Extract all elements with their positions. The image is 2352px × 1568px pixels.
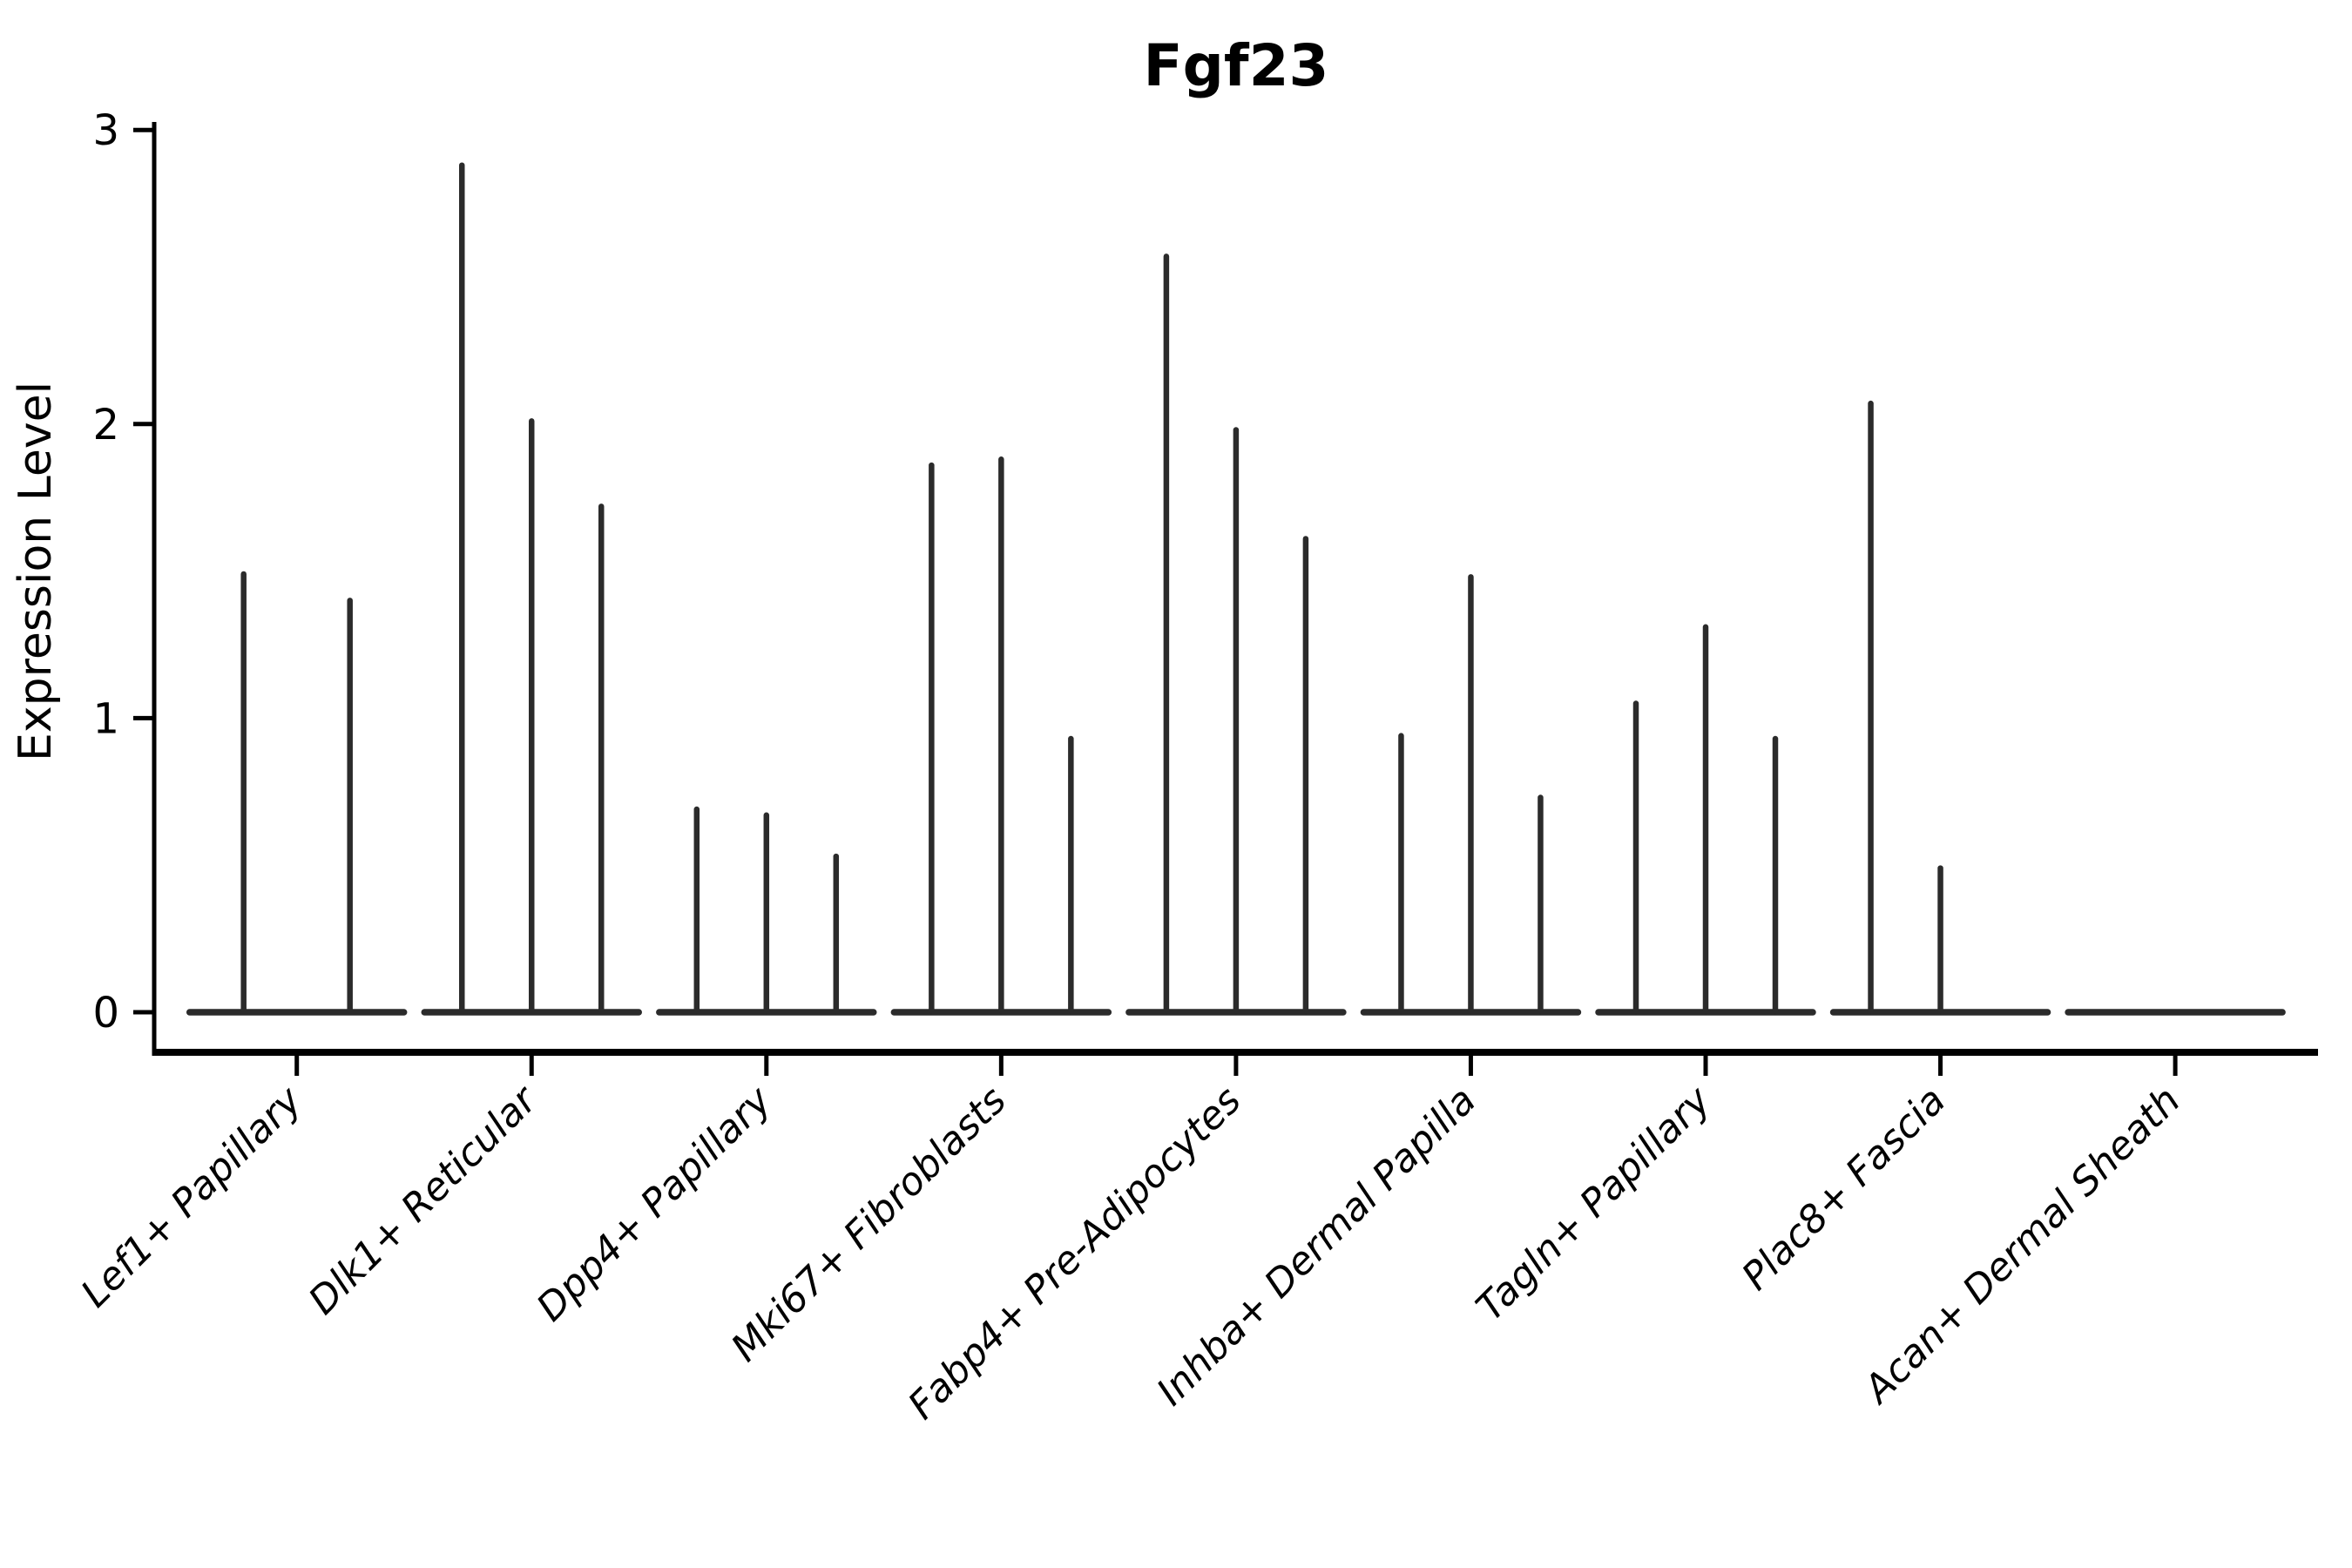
x-tick-label: Lef1+ Papillary	[72, 1078, 311, 1316]
y-tick-label: 2	[92, 401, 119, 449]
x-tick-label: Tagln+ Papillary	[1468, 1078, 1720, 1329]
y-axis-label: Expression Level	[10, 382, 62, 761]
x-tick-label: Plac8+ Fascia	[1734, 1078, 1954, 1299]
x-tick-label: Dpp4+ Papillary	[529, 1078, 781, 1330]
y-tick-label: 1	[92, 694, 119, 743]
y-tick-label: 3	[92, 106, 119, 155]
y-tick-label: 0	[92, 989, 119, 1037]
x-tick-label: Dlk1+ Reticular	[301, 1077, 547, 1323]
chart-title: Fgf23	[1144, 32, 1329, 99]
